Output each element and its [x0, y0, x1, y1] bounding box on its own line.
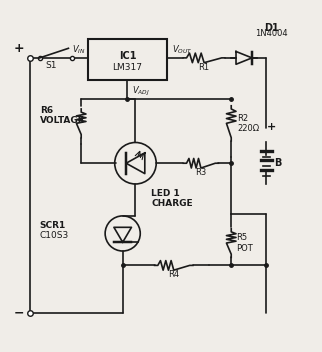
Text: C10S3: C10S3 — [40, 231, 69, 240]
Text: +: + — [14, 42, 24, 55]
Text: R3: R3 — [195, 168, 206, 177]
Text: R1: R1 — [199, 63, 210, 72]
Text: $V_{ADJ}$: $V_{ADJ}$ — [132, 85, 150, 98]
Text: LED 1
CHARGE: LED 1 CHARGE — [151, 189, 193, 208]
Text: 1N4004: 1N4004 — [255, 30, 288, 38]
Text: B: B — [274, 158, 282, 168]
Text: +: + — [267, 121, 276, 132]
Text: S1: S1 — [45, 61, 57, 70]
Text: $V_{OUT}$: $V_{OUT}$ — [172, 44, 193, 56]
Bar — [88, 39, 167, 80]
Text: IC1: IC1 — [119, 51, 136, 61]
Text: R2
220Ω: R2 220Ω — [238, 114, 260, 133]
Text: R5
POT: R5 POT — [236, 233, 253, 253]
Text: −: − — [14, 307, 24, 320]
Text: SCR1: SCR1 — [40, 221, 66, 230]
Text: D1: D1 — [264, 23, 279, 33]
Text: R4: R4 — [168, 270, 179, 279]
Text: $V_{IN}$: $V_{IN}$ — [72, 44, 86, 56]
Text: LM317: LM317 — [112, 63, 142, 72]
Text: R6
VOLTAGE: R6 VOLTAGE — [40, 106, 85, 125]
